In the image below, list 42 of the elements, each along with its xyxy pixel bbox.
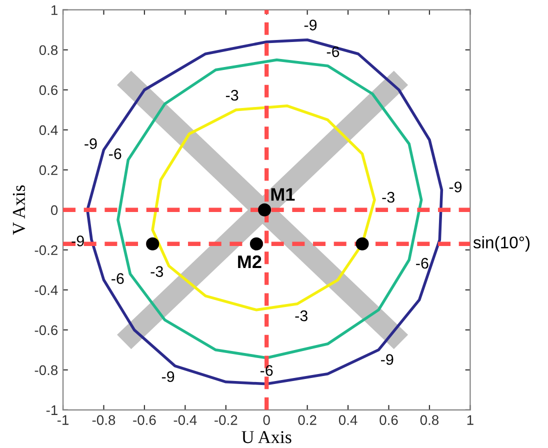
y-tick-label: 0 — [50, 205, 58, 216]
x-tick-label: -0.2 — [214, 415, 238, 425]
annotation: -3 — [226, 90, 238, 101]
x-tick-label: 0 — [263, 415, 270, 425]
annotation: M2 — [238, 255, 262, 268]
annotation: -3 — [295, 310, 308, 322]
x-axis-title: U Axis — [242, 431, 292, 444]
annotation: -6 — [326, 46, 340, 58]
annotation: -6 — [260, 365, 273, 376]
y-tick-label: 0.4 — [39, 125, 58, 136]
y-tick-label: -0.8 — [34, 365, 58, 376]
x-tick-label: -0.4 — [174, 415, 197, 425]
annotation: -6 — [112, 273, 124, 284]
y-tick-label: 0.2 — [39, 165, 58, 176]
ref-line-label: sin(10°) — [473, 236, 530, 252]
x-tick-label: 0.8 — [420, 415, 439, 425]
annotation: -9 — [304, 20, 317, 30]
x-tick-label: 0.4 — [338, 415, 358, 425]
x-tick-label: -0.6 — [133, 415, 156, 425]
y-tick-label: 0.6 — [39, 85, 58, 96]
annotation: -9 — [84, 138, 97, 150]
x-tick-label: 0.2 — [298, 415, 316, 425]
annotation: -9 — [449, 182, 462, 192]
y-tick-label: 1 — [51, 5, 58, 15]
y-tick-label: 0.8 — [39, 45, 58, 56]
annotation: -3 — [382, 192, 394, 203]
annotation: -3 — [150, 266, 164, 277]
annotation: -9 — [381, 354, 394, 365]
annotation: M1 — [271, 188, 295, 201]
y-tick-label: -1 — [46, 405, 58, 415]
y-tick-label: -0.2 — [34, 245, 58, 256]
annotation: -9 — [72, 236, 84, 246]
x-tick-label: -0.8 — [92, 415, 116, 425]
annotation: -6 — [109, 148, 122, 160]
annotation: -9 — [162, 371, 174, 382]
x-tick-label: 0.6 — [380, 415, 398, 425]
y-axis-title: V Axis — [12, 185, 26, 235]
x-tick-label: 1 — [467, 415, 474, 425]
y-tick-label: -0.6 — [34, 325, 58, 336]
x-tick-label: -1 — [57, 415, 69, 425]
y-tick-label: -0.4 — [34, 285, 58, 296]
annotation: -6 — [416, 258, 428, 269]
